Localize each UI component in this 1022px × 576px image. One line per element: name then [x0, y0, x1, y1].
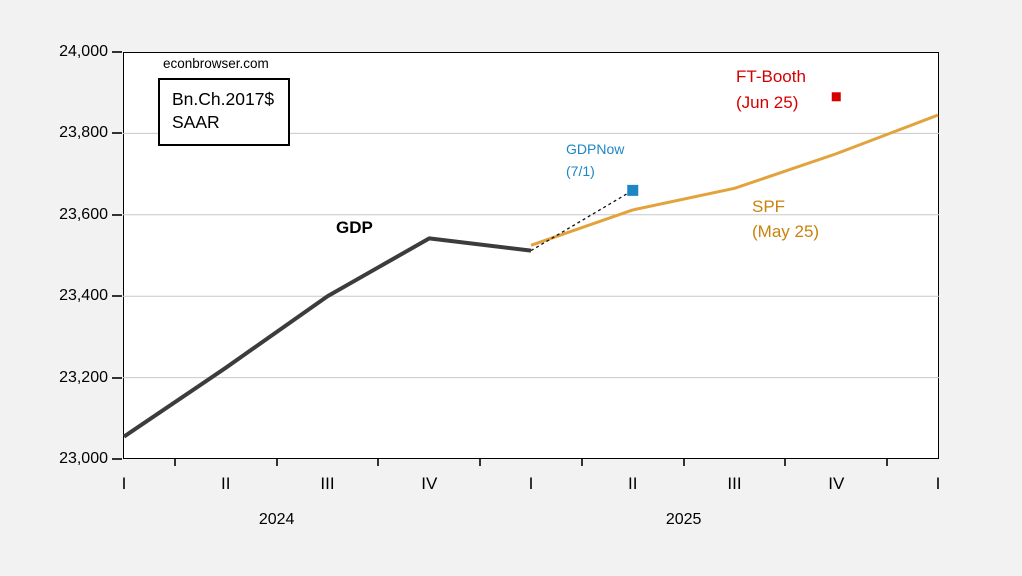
- x-axis-quarter-label: I: [935, 474, 941, 493]
- x-axis-tick-mark: [377, 459, 380, 466]
- y-axis-tick-label: 24,000: [59, 43, 108, 60]
- y-axis-tick-label: 23,200: [59, 368, 108, 386]
- units-legend-box: Bn.Ch.2017$ SAAR: [158, 78, 291, 146]
- watermark-text: econbrowser.com: [163, 56, 269, 71]
- spf-label-line2: (May 25): [752, 222, 820, 241]
- x-axis-quarter-label: I: [121, 474, 127, 493]
- x-axis-tick-mark: [784, 459, 787, 466]
- x-axis-quarter-label: II: [628, 474, 638, 493]
- gdp-series-label: GDP: [336, 218, 373, 237]
- x-axis-quarter-label: III: [320, 474, 335, 493]
- y-axis-tick-mark: [112, 376, 122, 379]
- ftbooth-label-line2: (Jun 25): [736, 93, 799, 112]
- y-axis-tick-mark: [112, 213, 122, 216]
- x-axis-year-label: 2025: [665, 511, 702, 528]
- spf-series-label: SPF (May 25): [752, 194, 819, 244]
- y-axis-tick-label: 23,800: [59, 124, 108, 142]
- gdpnow-marker: [627, 184, 639, 196]
- gdpnow-label-line2: (7/1): [566, 163, 595, 179]
- gdpnow-connector-dashed-line: [530, 189, 634, 252]
- x-axis-tick-mark: [275, 459, 278, 466]
- x-axis-quarter-label: II: [221, 474, 231, 493]
- y-axis-tick-mark: [112, 295, 122, 298]
- spf-line: [530, 113, 939, 247]
- y-axis-tick-label: 23,400: [59, 287, 108, 305]
- x-axis-tick-mark: [886, 459, 889, 466]
- y-axis-tick-label: 23,000: [59, 450, 108, 467]
- spf-label-line1: SPF: [752, 197, 786, 216]
- ft-booth-marker: [831, 92, 841, 102]
- x-axis-year-label: 2024: [258, 511, 295, 528]
- y-axis-tick-label: 23,600: [59, 205, 108, 223]
- units-line1: Bn.Ch.2017$: [172, 89, 275, 109]
- x-axis-tick-mark: [682, 459, 685, 466]
- x-axis-quarter-label: I: [528, 474, 534, 493]
- x-axis-tick-mark: [580, 459, 583, 466]
- y-axis-tick-mark: [112, 458, 122, 460]
- x-axis-tick-mark: [173, 459, 176, 466]
- x-axis-quarter-label: IV: [421, 474, 438, 493]
- chart-svg: [123, 92, 939, 439]
- x-axis-quarter-label: III: [727, 474, 742, 493]
- gdpnow-series-label: GDPNow (7/1): [566, 138, 624, 182]
- gdp-line: [123, 236, 532, 439]
- x-axis-quarter-label: IV: [828, 474, 845, 493]
- y-axis-tick-mark: [112, 132, 122, 135]
- ftbooth-label-line1: FT-Booth: [736, 67, 806, 86]
- gdpnow-label-line1: GDPNow: [566, 141, 625, 157]
- x-axis-tick-mark: [479, 459, 482, 466]
- ftbooth-series-label: FT-Booth (Jun 25): [736, 64, 806, 116]
- y-axis-tick-mark: [112, 51, 122, 53]
- units-line2: SAAR: [172, 112, 220, 132]
